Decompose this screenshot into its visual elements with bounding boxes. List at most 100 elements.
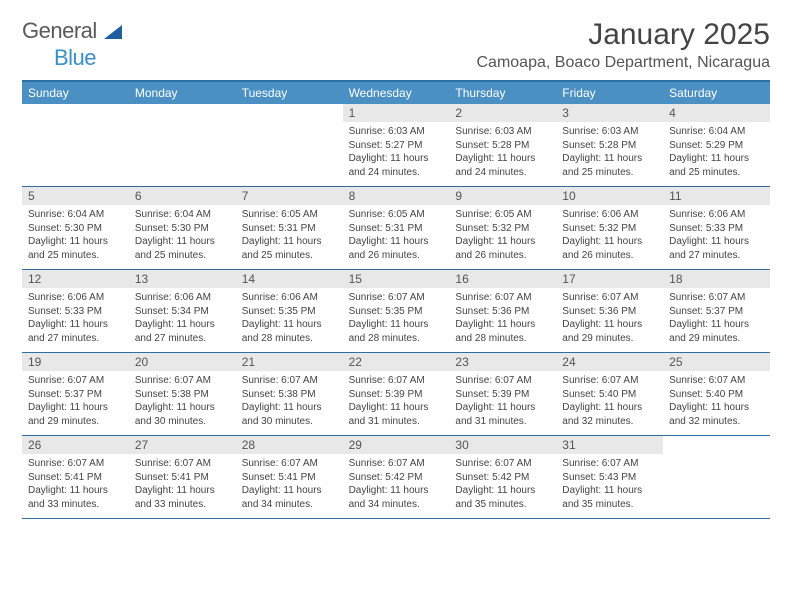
day-number: 6 bbox=[129, 187, 236, 205]
day-of-week-label: Friday bbox=[556, 82, 663, 104]
title-block: January 2025 Camoapa, Boaco Department, … bbox=[477, 18, 771, 72]
day-info: Sunrise: 6:07 AMSunset: 5:36 PMDaylight:… bbox=[556, 288, 663, 351]
calendar-cell: 26Sunrise: 6:07 AMSunset: 5:41 PMDayligh… bbox=[22, 436, 129, 518]
calendar-cell bbox=[663, 436, 770, 518]
calendar-cell: 14Sunrise: 6:06 AMSunset: 5:35 PMDayligh… bbox=[236, 270, 343, 352]
day-number: 23 bbox=[449, 353, 556, 371]
day-info: Sunrise: 6:03 AMSunset: 5:28 PMDaylight:… bbox=[556, 122, 663, 185]
day-info: Sunrise: 6:07 AMSunset: 5:41 PMDaylight:… bbox=[22, 454, 129, 517]
day-info: Sunrise: 6:05 AMSunset: 5:32 PMDaylight:… bbox=[449, 205, 556, 268]
calendar-cell: 7Sunrise: 6:05 AMSunset: 5:31 PMDaylight… bbox=[236, 187, 343, 269]
day-number: 26 bbox=[22, 436, 129, 454]
calendar-cell: 27Sunrise: 6:07 AMSunset: 5:41 PMDayligh… bbox=[129, 436, 236, 518]
day-info: Sunrise: 6:05 AMSunset: 5:31 PMDaylight:… bbox=[236, 205, 343, 268]
day-number bbox=[129, 104, 236, 122]
day-number: 1 bbox=[343, 104, 450, 122]
day-number: 18 bbox=[663, 270, 770, 288]
day-of-week-label: Thursday bbox=[449, 82, 556, 104]
day-number: 14 bbox=[236, 270, 343, 288]
day-info: Sunrise: 6:07 AMSunset: 5:41 PMDaylight:… bbox=[236, 454, 343, 517]
calendar-week: 26Sunrise: 6:07 AMSunset: 5:41 PMDayligh… bbox=[22, 436, 770, 519]
day-number: 28 bbox=[236, 436, 343, 454]
calendar-weeks: 1Sunrise: 6:03 AMSunset: 5:27 PMDaylight… bbox=[22, 104, 770, 519]
day-of-week-label: Monday bbox=[129, 82, 236, 104]
day-number: 25 bbox=[663, 353, 770, 371]
day-number: 12 bbox=[22, 270, 129, 288]
day-info: Sunrise: 6:07 AMSunset: 5:40 PMDaylight:… bbox=[663, 371, 770, 434]
calendar-cell: 9Sunrise: 6:05 AMSunset: 5:32 PMDaylight… bbox=[449, 187, 556, 269]
brand-name-part2: Blue bbox=[54, 45, 96, 70]
calendar-cell: 8Sunrise: 6:05 AMSunset: 5:31 PMDaylight… bbox=[343, 187, 450, 269]
brand-triangle-icon bbox=[104, 19, 122, 45]
day-number bbox=[663, 436, 770, 454]
month-title: January 2025 bbox=[477, 18, 771, 52]
day-info: Sunrise: 6:06 AMSunset: 5:33 PMDaylight:… bbox=[22, 288, 129, 351]
day-number: 27 bbox=[129, 436, 236, 454]
day-info: Sunrise: 6:04 AMSunset: 5:30 PMDaylight:… bbox=[22, 205, 129, 268]
day-number: 2 bbox=[449, 104, 556, 122]
calendar-cell: 17Sunrise: 6:07 AMSunset: 5:36 PMDayligh… bbox=[556, 270, 663, 352]
day-of-week-label: Saturday bbox=[663, 82, 770, 104]
day-number: 15 bbox=[343, 270, 450, 288]
day-info: Sunrise: 6:06 AMSunset: 5:33 PMDaylight:… bbox=[663, 205, 770, 268]
day-number: 21 bbox=[236, 353, 343, 371]
calendar-cell bbox=[22, 104, 129, 186]
day-info: Sunrise: 6:06 AMSunset: 5:34 PMDaylight:… bbox=[129, 288, 236, 351]
day-info: Sunrise: 6:07 AMSunset: 5:39 PMDaylight:… bbox=[449, 371, 556, 434]
day-number: 31 bbox=[556, 436, 663, 454]
calendar-cell: 5Sunrise: 6:04 AMSunset: 5:30 PMDaylight… bbox=[22, 187, 129, 269]
day-number: 10 bbox=[556, 187, 663, 205]
calendar-cell: 15Sunrise: 6:07 AMSunset: 5:35 PMDayligh… bbox=[343, 270, 450, 352]
calendar-cell: 24Sunrise: 6:07 AMSunset: 5:40 PMDayligh… bbox=[556, 353, 663, 435]
day-info: Sunrise: 6:07 AMSunset: 5:39 PMDaylight:… bbox=[343, 371, 450, 434]
calendar-week: 12Sunrise: 6:06 AMSunset: 5:33 PMDayligh… bbox=[22, 270, 770, 353]
location: Camoapa, Boaco Department, Nicaragua bbox=[477, 54, 771, 72]
calendar-cell: 22Sunrise: 6:07 AMSunset: 5:39 PMDayligh… bbox=[343, 353, 450, 435]
calendar-cell: 29Sunrise: 6:07 AMSunset: 5:42 PMDayligh… bbox=[343, 436, 450, 518]
day-info: Sunrise: 6:06 AMSunset: 5:35 PMDaylight:… bbox=[236, 288, 343, 351]
day-number: 17 bbox=[556, 270, 663, 288]
calendar-week: 5Sunrise: 6:04 AMSunset: 5:30 PMDaylight… bbox=[22, 187, 770, 270]
calendar-cell: 13Sunrise: 6:06 AMSunset: 5:34 PMDayligh… bbox=[129, 270, 236, 352]
day-number: 24 bbox=[556, 353, 663, 371]
day-number: 3 bbox=[556, 104, 663, 122]
day-number: 4 bbox=[663, 104, 770, 122]
day-number: 11 bbox=[663, 187, 770, 205]
day-info: Sunrise: 6:05 AMSunset: 5:31 PMDaylight:… bbox=[343, 205, 450, 268]
day-info: Sunrise: 6:07 AMSunset: 5:43 PMDaylight:… bbox=[556, 454, 663, 517]
calendar-cell: 3Sunrise: 6:03 AMSunset: 5:28 PMDaylight… bbox=[556, 104, 663, 186]
day-info: Sunrise: 6:07 AMSunset: 5:41 PMDaylight:… bbox=[129, 454, 236, 517]
day-number: 29 bbox=[343, 436, 450, 454]
calendar-cell: 23Sunrise: 6:07 AMSunset: 5:39 PMDayligh… bbox=[449, 353, 556, 435]
calendar-cell: 20Sunrise: 6:07 AMSunset: 5:38 PMDayligh… bbox=[129, 353, 236, 435]
calendar-cell: 6Sunrise: 6:04 AMSunset: 5:30 PMDaylight… bbox=[129, 187, 236, 269]
day-info: Sunrise: 6:07 AMSunset: 5:42 PMDaylight:… bbox=[449, 454, 556, 517]
day-number: 19 bbox=[22, 353, 129, 371]
day-number: 5 bbox=[22, 187, 129, 205]
calendar-cell: 11Sunrise: 6:06 AMSunset: 5:33 PMDayligh… bbox=[663, 187, 770, 269]
calendar-cell: 31Sunrise: 6:07 AMSunset: 5:43 PMDayligh… bbox=[556, 436, 663, 518]
calendar-cell: 10Sunrise: 6:06 AMSunset: 5:32 PMDayligh… bbox=[556, 187, 663, 269]
calendar-cell: 2Sunrise: 6:03 AMSunset: 5:28 PMDaylight… bbox=[449, 104, 556, 186]
calendar-cell: 12Sunrise: 6:06 AMSunset: 5:33 PMDayligh… bbox=[22, 270, 129, 352]
day-info: Sunrise: 6:07 AMSunset: 5:36 PMDaylight:… bbox=[449, 288, 556, 351]
day-number: 22 bbox=[343, 353, 450, 371]
calendar-cell: 19Sunrise: 6:07 AMSunset: 5:37 PMDayligh… bbox=[22, 353, 129, 435]
day-of-week-label: Sunday bbox=[22, 82, 129, 104]
calendar-cell: 28Sunrise: 6:07 AMSunset: 5:41 PMDayligh… bbox=[236, 436, 343, 518]
day-info: Sunrise: 6:07 AMSunset: 5:38 PMDaylight:… bbox=[129, 371, 236, 434]
day-info: Sunrise: 6:07 AMSunset: 5:42 PMDaylight:… bbox=[343, 454, 450, 517]
day-info: Sunrise: 6:07 AMSunset: 5:40 PMDaylight:… bbox=[556, 371, 663, 434]
calendar-cell: 21Sunrise: 6:07 AMSunset: 5:38 PMDayligh… bbox=[236, 353, 343, 435]
calendar-cell: 4Sunrise: 6:04 AMSunset: 5:29 PMDaylight… bbox=[663, 104, 770, 186]
calendar: SundayMondayTuesdayWednesdayThursdayFrid… bbox=[22, 80, 770, 519]
day-info: Sunrise: 6:04 AMSunset: 5:29 PMDaylight:… bbox=[663, 122, 770, 185]
day-info: Sunrise: 6:07 AMSunset: 5:35 PMDaylight:… bbox=[343, 288, 450, 351]
day-info: Sunrise: 6:06 AMSunset: 5:32 PMDaylight:… bbox=[556, 205, 663, 268]
brand-logo: General Blue bbox=[22, 18, 122, 71]
day-of-week-label: Tuesday bbox=[236, 82, 343, 104]
calendar-week: 1Sunrise: 6:03 AMSunset: 5:27 PMDaylight… bbox=[22, 104, 770, 187]
day-number bbox=[236, 104, 343, 122]
day-number: 8 bbox=[343, 187, 450, 205]
calendar-cell: 25Sunrise: 6:07 AMSunset: 5:40 PMDayligh… bbox=[663, 353, 770, 435]
